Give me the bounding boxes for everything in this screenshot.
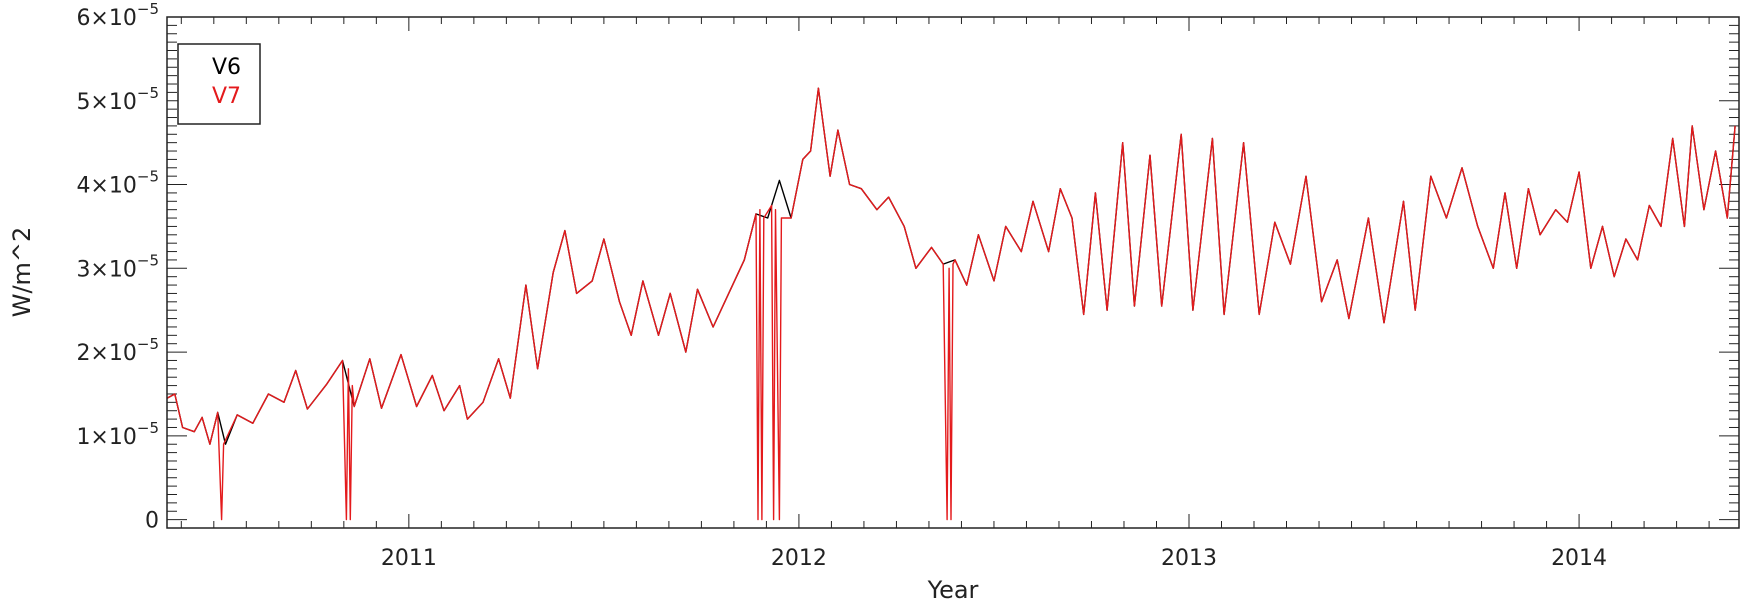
y-tick-mantissa: 5×10 — [76, 90, 136, 115]
y-tick-exponent: −5 — [137, 335, 159, 353]
y-tick-label: 6×10−5 — [76, 0, 159, 31]
y-axis-title: W/m^2 — [8, 227, 36, 318]
x-tick-label: 2011 — [381, 546, 437, 571]
x-axis-title: Year — [927, 576, 979, 604]
x-tick-label: 2012 — [771, 546, 827, 571]
legend-item-v6: V6 — [212, 55, 241, 80]
y-tick-exponent: −5 — [137, 84, 159, 102]
x-tick-label: 2013 — [1161, 546, 1217, 571]
chart-series — [166, 87, 1736, 521]
series-line-v7 — [166, 87, 1736, 521]
y-axis-ticks: 01×10−52×10−53×10−54×10−55×10−56×10−5 — [76, 0, 1739, 534]
legend-box — [177, 43, 261, 125]
y-tick-exponent: −5 — [137, 251, 159, 269]
y-tick-mantissa: 4×10 — [76, 174, 136, 199]
y-tick-exponent: −5 — [137, 168, 159, 186]
y-tick-mantissa: 0 — [145, 509, 159, 534]
y-tick-label: 1×10−5 — [76, 419, 159, 450]
y-tick-mantissa: 2×10 — [76, 341, 136, 366]
y-tick-mantissa: 1×10 — [76, 425, 136, 450]
legend-item-v7: V7 — [212, 84, 241, 109]
y-tick-label: 2×10−5 — [76, 335, 159, 366]
x-axis-ticks: 2011 2012 2013 2014 — [180, 17, 1710, 571]
y-tick-exponent: −5 — [137, 0, 159, 18]
y-tick-mantissa: 3×10 — [76, 257, 136, 282]
y-tick-mantissa: 6×10 — [76, 6, 136, 31]
y-tick-label: 5×10−5 — [76, 84, 159, 115]
y-tick-exponent: −5 — [137, 419, 159, 437]
legend: V6 V7 — [177, 43, 261, 125]
y-tick-label: 3×10−5 — [76, 251, 159, 282]
series-line-v6 — [166, 87, 1736, 445]
plot-frame — [166, 16, 1740, 529]
y-tick-label: 4×10−5 — [76, 168, 159, 199]
y-tick-label: 0 — [145, 509, 159, 534]
x-tick-label: 2014 — [1551, 546, 1607, 571]
